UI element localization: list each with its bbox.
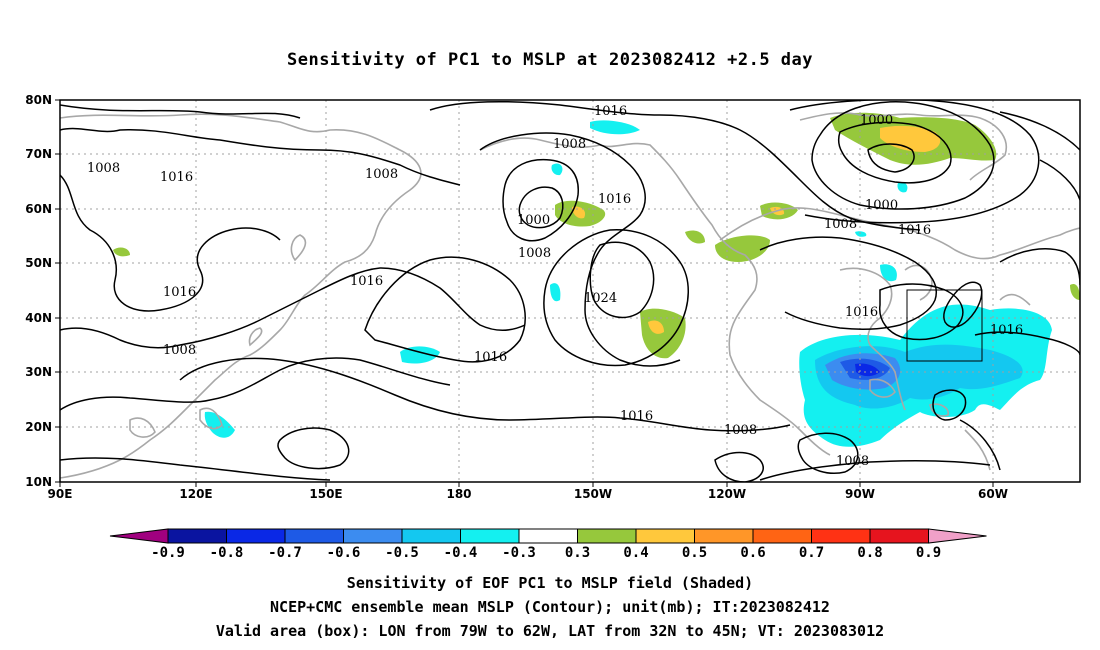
lat-label: 30N bbox=[25, 365, 52, 379]
contour-label: 1016 bbox=[163, 285, 196, 300]
contour-label: 1016 bbox=[620, 409, 653, 424]
colorbar-swatch bbox=[635, 528, 695, 544]
colorbar-tick-label: 0.7 bbox=[799, 545, 824, 561]
lon-label: 180 bbox=[446, 487, 471, 501]
colorbar-swatch bbox=[460, 528, 520, 544]
contour-label: 1016 bbox=[598, 192, 631, 207]
contour-label: 1008 bbox=[553, 137, 586, 152]
lon-label: 150E bbox=[309, 487, 342, 501]
colorbar-tick-label: -0.9 bbox=[151, 545, 185, 561]
colorbar-tick-label: -0.7 bbox=[268, 545, 302, 561]
colorbar-swatch bbox=[577, 528, 637, 544]
footer-line-2: NCEP+CMC ensemble mean MSLP (Contour); u… bbox=[270, 598, 830, 616]
colorbar-tick-label: 0.4 bbox=[623, 545, 648, 561]
contour-label: 1016 bbox=[845, 305, 878, 320]
lat-label: 50N bbox=[25, 256, 52, 270]
lat-label: 60N bbox=[25, 202, 52, 216]
colorbar-tick-label: -0.3 bbox=[502, 545, 536, 561]
contour-label: 1000 bbox=[517, 213, 550, 228]
lat-label: 20N bbox=[25, 420, 52, 434]
footer-line-1: Sensitivity of EOF PC1 to MSLP field (Sh… bbox=[346, 574, 754, 592]
colorbar-swatch bbox=[401, 528, 461, 544]
lat-label: 10N bbox=[25, 475, 52, 489]
colorbar-tick-label: 0.8 bbox=[857, 545, 882, 561]
colorbar-swatch bbox=[284, 528, 344, 544]
colorbar-swatch bbox=[811, 528, 871, 544]
contour-label: 1016 bbox=[160, 170, 193, 185]
contour-label: 1008 bbox=[836, 454, 869, 469]
contour-label: 1008 bbox=[163, 343, 196, 358]
colorbar-swatch bbox=[869, 528, 929, 544]
footer-line-3: Valid area (box): LON from 79W to 62W, L… bbox=[215, 622, 885, 640]
chart-title: Sensitivity of PC1 to MSLP at 2023082412… bbox=[286, 50, 813, 70]
lat-lon-grid bbox=[60, 100, 1080, 482]
colorbar-swatch bbox=[518, 528, 578, 544]
lat-label: 70N bbox=[25, 147, 52, 161]
colorbar-swatch bbox=[752, 528, 812, 544]
contour-label: 1008 bbox=[824, 217, 857, 232]
mslp-contours bbox=[60, 100, 1080, 482]
coastlines bbox=[60, 112, 1080, 479]
map-panel: 1008 1016 1008 1016 1008 1016 1008 1016 … bbox=[25, 93, 1081, 501]
longitude-axis: 90E 120E 150E 180 150W 120W 90W 60W bbox=[48, 487, 1008, 501]
lon-label: 90E bbox=[48, 487, 73, 501]
contour-label: 1016 bbox=[990, 323, 1023, 338]
colorbar: -0.9 -0.8 -0.7 -0.6 -0.5 -0.4 -0.3 0.3 0.4 0.5 0.6… bbox=[109, 528, 987, 561]
colorbar-swatch bbox=[343, 528, 403, 544]
contour-label: 1016 bbox=[350, 274, 383, 289]
colorbar-swatch bbox=[694, 528, 754, 544]
colorbar-swatch bbox=[167, 528, 227, 544]
contour-label: 1016 bbox=[594, 104, 627, 119]
valid-area-box bbox=[906, 289, 983, 362]
colorbar-swatch bbox=[226, 528, 286, 544]
colorbar-tick-label: 0.6 bbox=[740, 545, 765, 561]
colorbar-tick-label: -0.4 bbox=[444, 545, 478, 561]
contour-label: 1024 bbox=[584, 291, 617, 306]
lat-label: 80N bbox=[25, 93, 52, 107]
latitude-axis: 80N 70N 60N 50N 40N 30N 20N 10N bbox=[25, 93, 52, 489]
contour-label: 1000 bbox=[860, 113, 893, 128]
colorbar-tick-label: -0.5 bbox=[385, 545, 419, 561]
lon-label: 90W bbox=[845, 487, 875, 501]
colorbar-tick-label: 0.5 bbox=[682, 545, 707, 561]
colorbar-tick-label: 0.9 bbox=[916, 545, 941, 561]
colorbar-tick-label: -0.8 bbox=[210, 545, 244, 561]
lat-label: 40N bbox=[25, 311, 52, 325]
lon-label: 150W bbox=[574, 487, 612, 501]
contour-labels: 1008 1016 1008 1016 1008 1016 1008 1016 … bbox=[87, 104, 1023, 469]
contour-label: 1008 bbox=[87, 161, 120, 176]
sensitivity-shading bbox=[113, 112, 1080, 447]
colorbar-tick-label: 0.3 bbox=[565, 545, 590, 561]
colorbar-low-extension bbox=[109, 528, 169, 544]
contour-label: 1016 bbox=[474, 350, 507, 365]
lon-label: 120E bbox=[179, 487, 212, 501]
contour-label: 1000 bbox=[865, 198, 898, 213]
contour-label: 1008 bbox=[365, 167, 398, 182]
lon-label: 60W bbox=[978, 487, 1008, 501]
colorbar-tick-label: -0.6 bbox=[327, 545, 361, 561]
contour-label: 1008 bbox=[518, 246, 551, 261]
contour-label: 1016 bbox=[898, 223, 931, 238]
colorbar-high-extension bbox=[928, 528, 987, 544]
lon-label: 120W bbox=[708, 487, 746, 501]
contour-label: 1008 bbox=[724, 423, 757, 438]
